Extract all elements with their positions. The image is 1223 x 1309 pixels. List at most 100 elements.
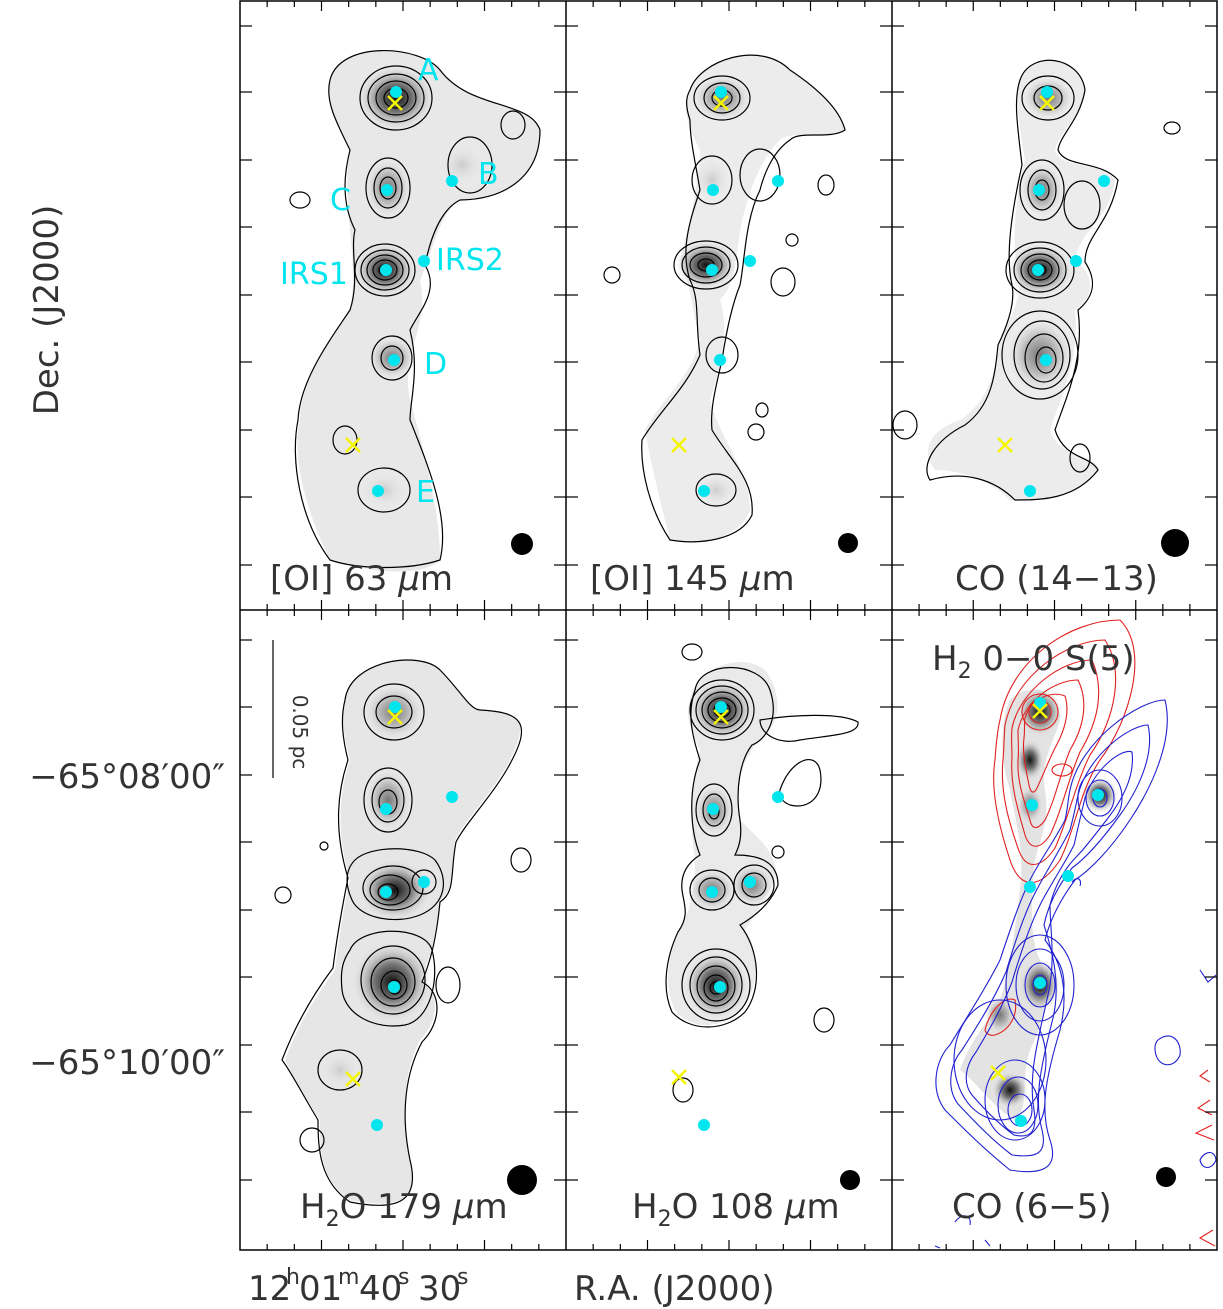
source-e-marker-p3 bbox=[1024, 485, 1036, 497]
x-axis-label: R.A. (J2000) bbox=[574, 1269, 775, 1309]
source-irs2-marker-p2 bbox=[744, 255, 756, 267]
beam-co1413 bbox=[1161, 529, 1189, 557]
svg-text:30: 30 bbox=[418, 1269, 461, 1309]
panel-oi145: [OI] 145 μm bbox=[566, 0, 892, 610]
label-source-c: C bbox=[330, 183, 351, 218]
panel-label-co1413: CO (14−13) bbox=[955, 559, 1158, 599]
dec-tick-label-2: −65°10′00″ bbox=[29, 1043, 225, 1083]
oi145-grayscale bbox=[645, 55, 845, 542]
svg-text:h: h bbox=[286, 1265, 300, 1290]
svg-text:m: m bbox=[338, 1265, 359, 1290]
panel-h2o179: 0.05 pc H2O 179 μm bbox=[240, 610, 566, 1250]
source-c-marker-p3 bbox=[1033, 184, 1045, 196]
cross-marker-south-p6 bbox=[990, 1065, 1006, 1081]
red-contours bbox=[984, 619, 1216, 1247]
panel-label-co65: CO (6−5) bbox=[952, 1187, 1112, 1227]
source-irs1-marker-p3 bbox=[1032, 264, 1044, 276]
svg-text:01: 01 bbox=[299, 1269, 342, 1309]
source-irs2-marker-p3 bbox=[1070, 255, 1082, 267]
co1413-contours bbox=[892, 59, 1181, 501]
source-e-marker-p5 bbox=[698, 1119, 710, 1131]
source-d-marker-p2 bbox=[714, 354, 726, 366]
source-a-marker-p3 bbox=[1041, 86, 1053, 98]
panel-label-oi63: [OI] 63 μm bbox=[270, 559, 453, 599]
source-irs1-marker-p5 bbox=[706, 886, 718, 898]
source-e-marker-p6 bbox=[1015, 1115, 1027, 1127]
h2o108-contours bbox=[665, 643, 859, 1103]
cross-marker-north-p5 bbox=[713, 709, 729, 725]
blue-contours bbox=[934, 699, 1217, 1249]
label-source-d: D bbox=[424, 347, 447, 382]
cross-marker-north bbox=[387, 95, 403, 111]
source-b-marker-p4 bbox=[446, 791, 458, 803]
panel-h2o108: H2O 108 μm bbox=[566, 610, 892, 1250]
axis-ticks bbox=[240, 1, 1217, 1250]
source-d-marker-p5 bbox=[714, 981, 726, 993]
source-irs2-marker-p4 bbox=[418, 876, 430, 888]
source-irs2-marker-p5 bbox=[744, 876, 756, 888]
oi145-contours bbox=[603, 54, 846, 543]
panel-co1413: CO (14−13) bbox=[892, 0, 1218, 610]
source-b-marker-p2 bbox=[772, 175, 784, 187]
cross-marker-south-p3 bbox=[997, 437, 1013, 453]
beam-oi63 bbox=[511, 533, 533, 555]
source-irs2-marker-p6 bbox=[1062, 870, 1074, 882]
panel-h2-co65: H2 0−0 S(5) CO (6−5) bbox=[892, 610, 1218, 1250]
cross-marker-north-p3 bbox=[1039, 95, 1055, 111]
source-c-marker-p5 bbox=[707, 803, 719, 815]
source-c-marker bbox=[381, 184, 393, 196]
y-axis-label: Dec. (J2000) bbox=[27, 205, 67, 416]
cross-marker-north-p4 bbox=[387, 709, 403, 725]
source-irs2-marker bbox=[418, 255, 430, 267]
source-a-marker-p5 bbox=[715, 701, 727, 713]
panel-label-h2o179: H2O 179 μm bbox=[300, 1187, 508, 1232]
cross-marker-south-p5 bbox=[671, 1069, 687, 1085]
svg-text:s: s bbox=[398, 1265, 409, 1290]
source-c-marker-p2 bbox=[707, 184, 719, 196]
source-irs1-marker-p2 bbox=[706, 264, 718, 276]
source-d-marker-p3 bbox=[1040, 354, 1052, 366]
source-c-marker-p4 bbox=[380, 803, 392, 815]
label-source-b: B bbox=[478, 157, 499, 192]
beam-h2o179 bbox=[507, 1165, 537, 1195]
source-b-marker-p3 bbox=[1098, 175, 1110, 187]
source-e-marker bbox=[372, 485, 384, 497]
cross-marker-south-p2 bbox=[671, 437, 687, 453]
beam-co65 bbox=[1156, 1167, 1176, 1187]
label-source-a: A bbox=[418, 53, 439, 88]
source-a-marker-p4 bbox=[389, 701, 401, 713]
svg-text:40: 40 bbox=[359, 1269, 402, 1309]
cross-marker-south-p4 bbox=[345, 1071, 361, 1087]
dec-tick-label-1: −65°08′00″ bbox=[29, 757, 225, 797]
panel-oi63: A B C IRS1 IRS2 D E [OI] 63 μm bbox=[240, 0, 566, 610]
panel-label-h2o108: H2O 108 μm bbox=[632, 1187, 840, 1232]
source-d-marker-p4 bbox=[388, 981, 400, 993]
source-b-marker-p6 bbox=[1092, 789, 1104, 801]
source-a-marker-p6 bbox=[1034, 697, 1046, 709]
cross-marker-south bbox=[345, 437, 361, 453]
svg-text:12: 12 bbox=[248, 1269, 291, 1309]
panel-label-h2: H2 0−0 S(5) bbox=[932, 639, 1135, 684]
label-source-irs1: IRS1 bbox=[280, 257, 348, 292]
source-irs1-marker-p4 bbox=[380, 886, 392, 898]
source-irs1-marker bbox=[380, 264, 392, 276]
svg-text:s: s bbox=[457, 1265, 468, 1290]
source-e-marker-p2 bbox=[698, 485, 710, 497]
ra-tick-label: 12 h 01 m 40 s 30 s bbox=[248, 1265, 468, 1309]
source-b-marker-p5 bbox=[772, 791, 784, 803]
source-irs1-marker-p6 bbox=[1024, 881, 1036, 893]
source-c-marker-p6 bbox=[1026, 799, 1038, 811]
source-d-marker-p6 bbox=[1034, 977, 1046, 989]
label-source-irs2: IRS2 bbox=[436, 243, 504, 278]
source-e-marker-p4 bbox=[371, 1119, 383, 1131]
scale-bar-label: 0.05 pc bbox=[288, 695, 312, 770]
co1413-grayscale bbox=[928, 60, 1115, 501]
cross-marker-north-p2 bbox=[713, 95, 729, 111]
oi63-contours bbox=[289, 50, 541, 569]
source-b-marker bbox=[446, 175, 458, 187]
source-a-marker bbox=[390, 86, 402, 98]
cross-marker-north-p6 bbox=[1032, 703, 1048, 719]
source-a-marker-p2 bbox=[715, 86, 727, 98]
beam-h2o108 bbox=[840, 1170, 860, 1190]
